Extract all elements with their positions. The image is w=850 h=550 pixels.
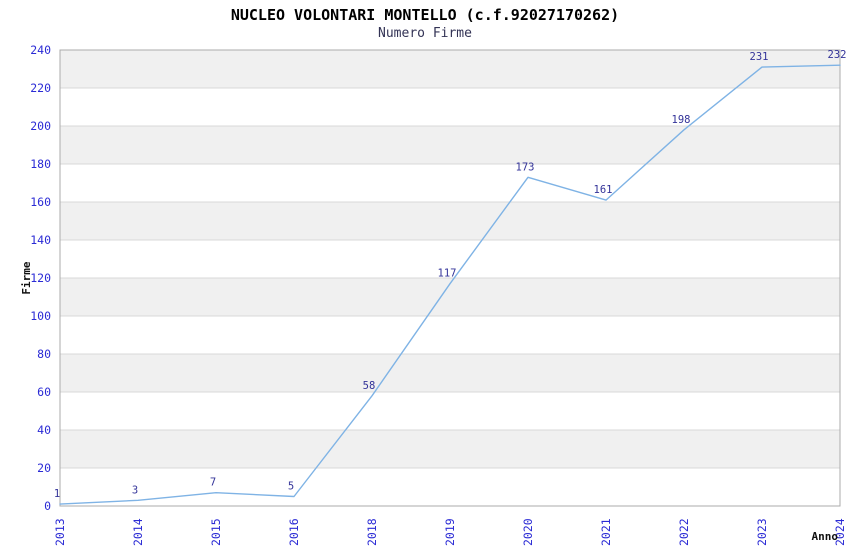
y-axis-title: Firme	[20, 261, 33, 294]
data-point-label: 58	[363, 380, 376, 392]
data-point-label: 232	[828, 49, 847, 61]
data-point-label: 117	[438, 268, 457, 280]
y-tick-label: 200	[30, 119, 51, 133]
y-tick-label: 120	[30, 271, 51, 285]
x-tick-label: 2023	[755, 518, 769, 546]
plot-band	[60, 430, 840, 468]
y-tick-label: 80	[37, 347, 51, 361]
plot-band	[60, 50, 840, 88]
plot-band	[60, 392, 840, 430]
plot-band	[60, 202, 840, 240]
x-tick-label: 2015	[209, 518, 223, 546]
x-tick-label: 2019	[443, 518, 457, 546]
x-tick-label: 2013	[53, 518, 67, 546]
data-point-label: 198	[672, 114, 691, 126]
plot-band	[60, 468, 840, 506]
y-tick-label: 160	[30, 195, 51, 209]
plot-band	[60, 354, 840, 392]
plot-band	[60, 88, 840, 126]
chart-subtitle: Numero Firme	[378, 26, 472, 41]
y-tick-label: 100	[30, 309, 51, 323]
y-tick-label: 0	[44, 499, 51, 513]
y-tick-label: 180	[30, 157, 51, 171]
plot-band	[60, 316, 840, 354]
x-tick-label: 2014	[131, 518, 145, 546]
data-point-label: 173	[516, 161, 535, 173]
x-tick-label: 2018	[365, 518, 379, 546]
plot-band	[60, 240, 840, 278]
x-tick-label: 2016	[287, 518, 301, 546]
data-point-label: 161	[594, 184, 613, 196]
x-tick-label: 2020	[521, 518, 535, 546]
plot-band	[60, 164, 840, 202]
plot-border	[59, 49, 841, 507]
y-tick-label: 240	[30, 43, 51, 57]
data-point-label: 1	[54, 488, 60, 500]
chart-title: NUCLEO VOLONTARI MONTELLO (c.f.920271702…	[230, 6, 620, 24]
x-tick-label: 2024	[833, 518, 847, 546]
data-point-label: 5	[288, 481, 294, 493]
x-axis-title: Anno	[812, 530, 839, 543]
y-tick-label: 60	[37, 385, 51, 399]
y-tick-label: 40	[37, 423, 51, 437]
data-point-label: 3	[132, 484, 138, 496]
data-series-line	[59, 64, 841, 505]
data-point-label: 7	[210, 477, 216, 489]
y-tick-label: 140	[30, 233, 51, 247]
x-tick-label: 2021	[599, 518, 613, 546]
y-tick-label: 20	[37, 461, 51, 475]
y-tick-label: 220	[30, 81, 51, 95]
x-tick-label: 2022	[677, 518, 691, 546]
data-point-label: 231	[750, 51, 769, 63]
plot-band	[60, 126, 840, 164]
